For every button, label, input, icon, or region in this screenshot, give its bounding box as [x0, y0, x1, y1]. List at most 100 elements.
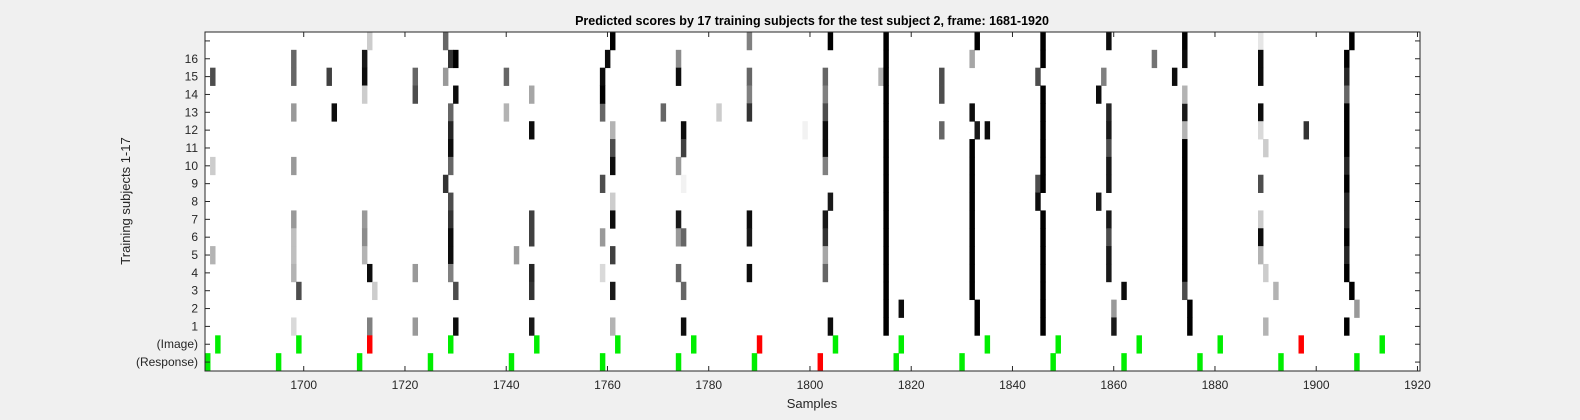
score-cell-34-6: [1040, 156, 1046, 176]
score-cell-49-0: [1349, 32, 1355, 51]
score-cell-42-10: [1182, 246, 1188, 265]
score-cell-48-11: [1344, 246, 1350, 265]
y-tick-label-4: 3: [191, 284, 198, 298]
response-mark-10: [959, 353, 965, 372]
score-cell-5-0: [361, 49, 368, 69]
score-cell-45-1: [1263, 263, 1269, 283]
image-mark-8: [832, 335, 839, 354]
y-tick-label-13: 12: [185, 123, 199, 137]
score-cells: [210, 32, 1360, 336]
y-tick-label-6: 5: [191, 248, 198, 262]
score-cell-9-0: [442, 32, 449, 51]
response-mark-12: [1121, 353, 1127, 372]
score-cell-42-1: [1182, 49, 1188, 69]
image-mark-13: [1217, 335, 1223, 354]
y-tick-label-7: 6: [191, 230, 198, 244]
score-cell-30-2: [969, 139, 975, 158]
y-tick-label-10: 9: [191, 177, 198, 191]
score-cell-14-6: [529, 317, 535, 336]
score-cell-19-4: [675, 228, 682, 247]
score-cell-15-1: [599, 103, 606, 122]
score-cell-44-4: [1258, 121, 1264, 140]
score-cell-44-5: [1258, 174, 1264, 193]
y-tick-label-15: 14: [185, 87, 199, 101]
x-tick-label-2: 1740: [493, 378, 520, 392]
image-mark-11: [1055, 335, 1061, 354]
response-mark-14: [1278, 353, 1284, 372]
score-cell-1-4: [291, 210, 297, 229]
y-tick-label-12: 11: [186, 141, 199, 155]
score-cell-9-2: [442, 174, 449, 193]
score-cell-39-0: [1121, 281, 1127, 301]
x-tick-label-11: 1920: [1404, 378, 1431, 392]
score-cell-17-1: [610, 121, 616, 140]
score-cell-48-0: [1344, 49, 1350, 69]
score-cell-21-0: [716, 103, 722, 122]
response-mark-1: [275, 353, 282, 372]
score-cell-0-0: [210, 156, 216, 176]
score-cell-37-4: [1106, 156, 1112, 176]
score-cell-24-4: [822, 139, 829, 158]
response-mark-4: [508, 353, 515, 372]
score-cell-24-7: [822, 228, 829, 247]
score-cell-3-0: [326, 67, 332, 86]
score-cell-0-1: [210, 246, 216, 265]
score-cell-11-1: [453, 85, 459, 104]
y-tick-label-9: 8: [191, 195, 198, 209]
score-cell-48-3: [1344, 103, 1350, 122]
image-mark-3: [448, 335, 454, 354]
score-cell-1-3: [291, 156, 297, 176]
score-cell-27-12: [883, 246, 889, 265]
score-cell-42-3: [1182, 121, 1188, 140]
image-mark-10: [984, 335, 991, 354]
score-cell-20-2: [680, 174, 687, 193]
score-cell-30-1: [969, 103, 975, 122]
score-cell-5-4: [361, 228, 368, 247]
score-cell-46-0: [1273, 281, 1279, 301]
score-cell-10-3: [448, 139, 454, 158]
score-cell-26-0: [878, 67, 884, 86]
image-mark-7: [756, 335, 763, 354]
score-cell-24-5: [822, 156, 829, 176]
score-cell-25-2: [827, 317, 834, 336]
score-cell-27-3: [883, 85, 889, 104]
score-cell-30-4: [969, 174, 975, 193]
score-cell-27-10: [883, 210, 889, 229]
y-tick-label-14: 13: [185, 105, 199, 119]
x-tick-label-10: 1900: [1303, 378, 1330, 392]
score-cell-15-3: [599, 228, 606, 247]
y-tick-label-5: 4: [191, 266, 198, 280]
chart-title: Predicted scores by 17 training subjects…: [575, 14, 1049, 28]
score-cell-20-0: [680, 121, 687, 140]
score-cell-42-7: [1182, 192, 1188, 211]
score-cell-24-6: [822, 210, 829, 229]
score-cell-10-9: [448, 263, 454, 283]
score-cell-5-3: [361, 210, 368, 229]
score-cell-33-1: [1035, 174, 1041, 193]
event-marks: [205, 335, 1385, 372]
score-cell-45-2: [1263, 317, 1269, 336]
score-cell-5-2: [361, 85, 368, 104]
score-cell-27-16: [883, 317, 889, 336]
score-cell-11-3: [453, 317, 459, 336]
score-cell-38-0: [1111, 299, 1117, 318]
score-cell-19-1: [675, 67, 682, 86]
x-tick-label-0: 1700: [290, 378, 317, 392]
score-cell-11-2: [453, 281, 459, 301]
score-cell-10-5: [448, 192, 454, 211]
score-cell-42-5: [1182, 156, 1188, 176]
score-cell-8-2: [412, 263, 419, 283]
score-cell-1-7: [291, 263, 297, 283]
score-cell-30-3: [969, 156, 975, 176]
x-tick-label-5: 1800: [797, 378, 824, 392]
score-cell-6-0: [367, 263, 373, 283]
y-tick-label-16: 15: [185, 70, 199, 84]
score-cell-24-8: [822, 246, 829, 265]
score-cell-44-7: [1258, 228, 1264, 247]
score-cell-38-1: [1111, 317, 1117, 336]
score-cell-31-1: [974, 121, 980, 140]
response-mark-15: [1354, 353, 1360, 372]
response-mark-7: [751, 353, 758, 372]
score-cell-27-5: [883, 121, 889, 140]
score-cell-27-15: [883, 299, 889, 318]
